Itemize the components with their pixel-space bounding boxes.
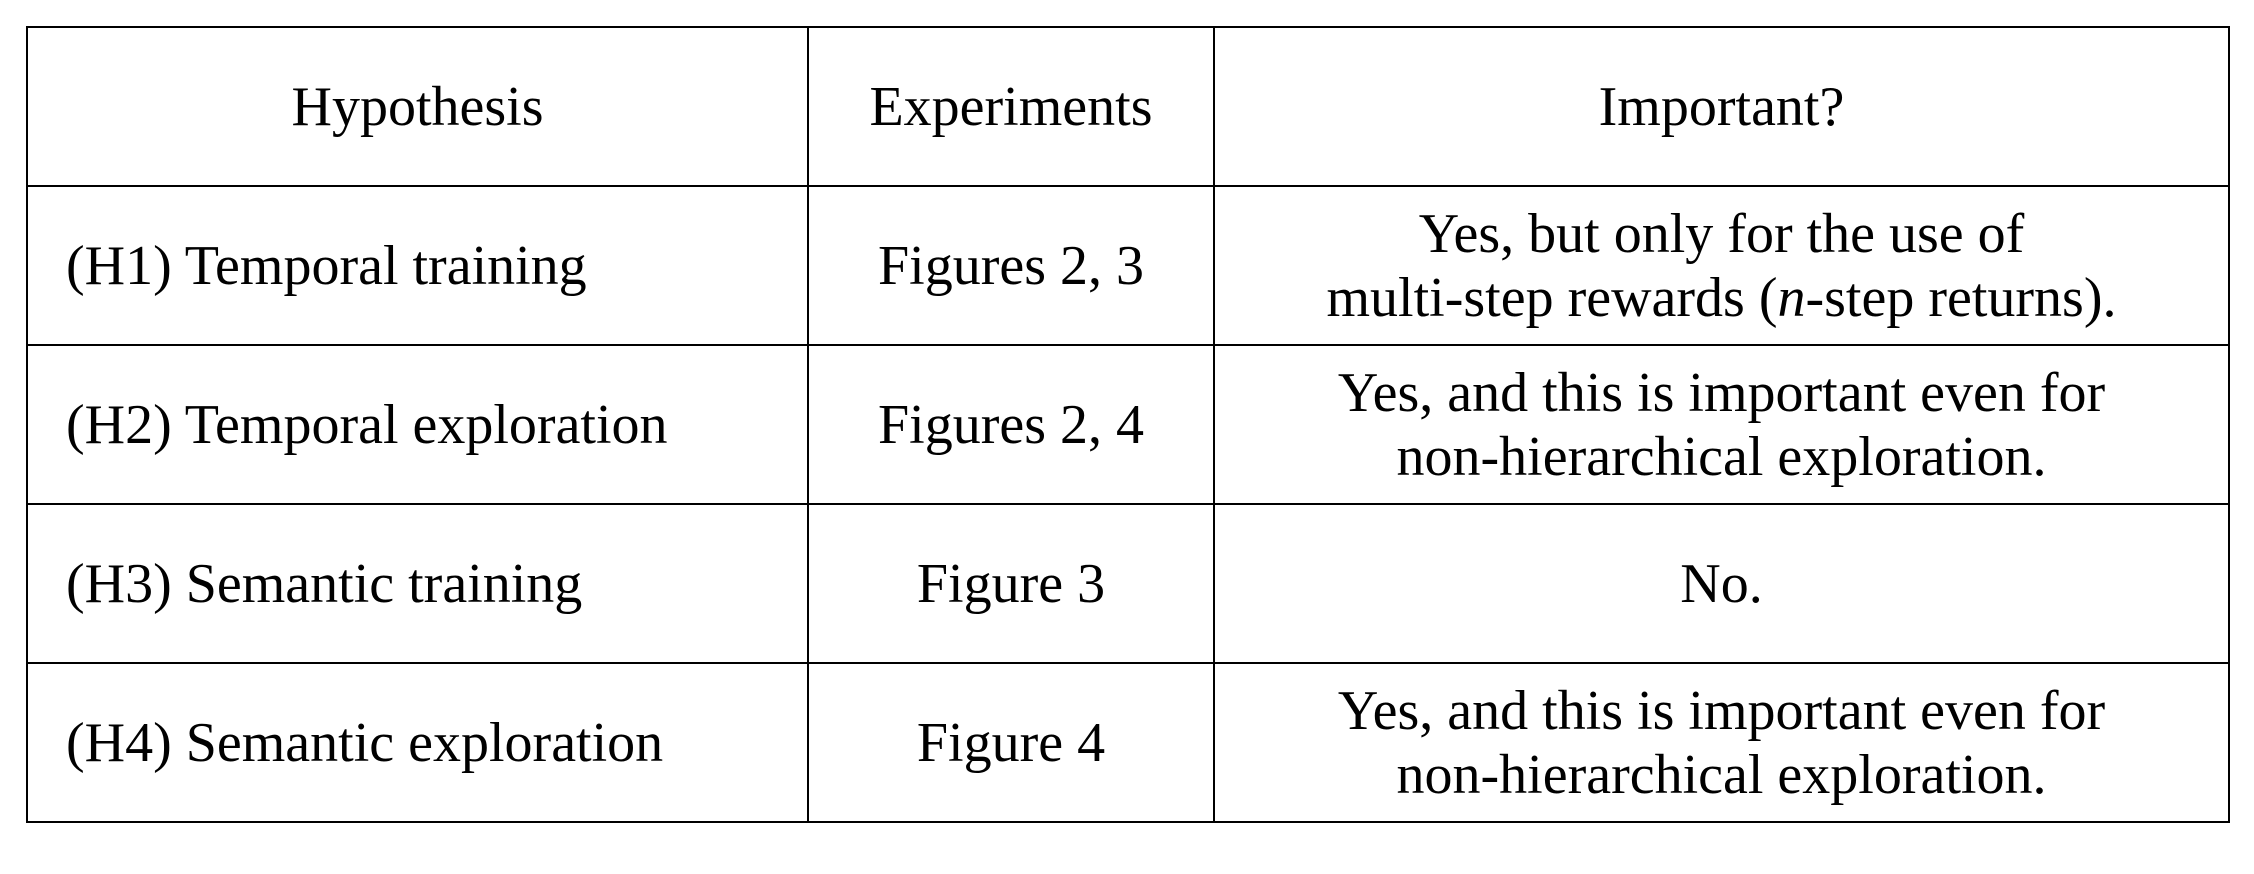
header-experiments: Experiments [807,26,1215,187]
important-line-1: Yes, but only for the use of [1418,202,2025,265]
important-line-2: non-hierarchical exploration. [1396,743,2047,806]
important-text-pre: multi-step rewards ( [1326,266,1778,329]
hypothesis-table: Hypothesis Experiments Important? (H1) T… [26,26,2230,823]
cell-important: Yes, but only for the use of multi-step … [1213,185,2230,346]
table-row: (H1) Temporal training Figures 2, 3 Yes,… [26,185,2230,346]
important-text-post: -step returns). [1805,266,2117,329]
cell-experiments: Figures 2, 3 [807,185,1215,346]
cell-important: No. [1213,503,2230,664]
cell-experiments: Figures 2, 4 [807,344,1215,505]
table-header: Hypothesis Experiments Important? [26,26,2230,187]
important-line-2: multi-step rewards (n-step returns). [1215,266,2228,330]
table-row: (H4) Semantic exploration Figure 4 Yes, … [26,662,2230,823]
header-important: Important? [1213,26,2230,187]
cell-hypothesis: (H3) Semantic training [26,503,809,664]
header-row: Hypothesis Experiments Important? [26,26,2230,187]
table-row: (H3) Semantic training Figure 3 No. [26,503,2230,664]
cell-experiments: Figure 4 [807,662,1215,823]
header-hypothesis: Hypothesis [26,26,809,187]
cell-hypothesis: (H1) Temporal training [26,185,809,346]
math-variable-n: n [1777,266,1806,329]
table-row: (H2) Temporal exploration Figures 2, 4 Y… [26,344,2230,505]
cell-important: Yes, and this is important even for non-… [1213,344,2230,505]
important-line-1: No. [1680,552,1763,615]
important-line-1: Yes, and this is important even for [1337,361,2106,424]
cell-important: Yes, and this is important even for non-… [1213,662,2230,823]
important-line-2: non-hierarchical exploration. [1396,425,2047,488]
important-line-1: Yes, and this is important even for [1337,679,2106,742]
cell-hypothesis: (H4) Semantic exploration [26,662,809,823]
table-body: (H1) Temporal training Figures 2, 3 Yes,… [26,185,2230,823]
cell-hypothesis: (H2) Temporal exploration [26,344,809,505]
cell-experiments: Figure 3 [807,503,1215,664]
